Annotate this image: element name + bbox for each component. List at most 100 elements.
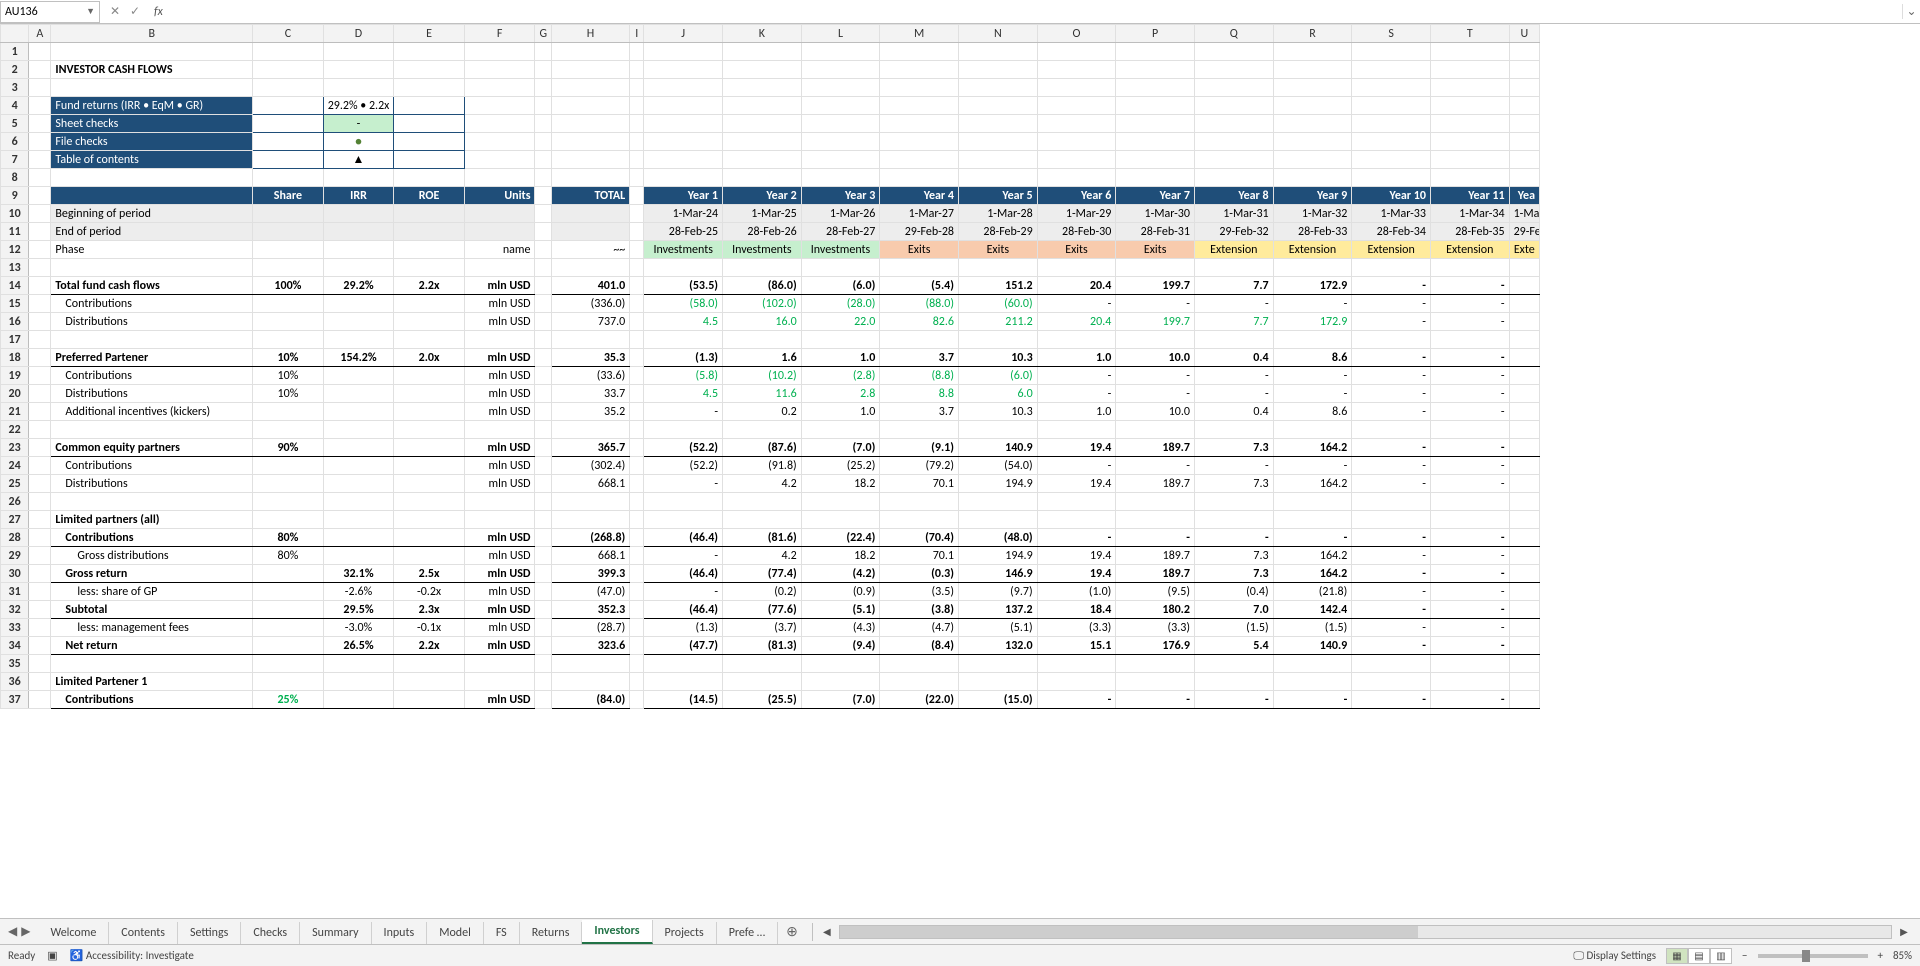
- cell[interactable]: -: [1352, 637, 1431, 655]
- cell[interactable]: (52.2): [644, 439, 723, 457]
- cell[interactable]: -: [1430, 439, 1509, 457]
- cell[interactable]: 35.3: [551, 349, 630, 367]
- cell[interactable]: 10%: [253, 367, 324, 385]
- cell[interactable]: -: [1352, 295, 1431, 313]
- cell[interactable]: (47.0): [551, 583, 630, 601]
- cell[interactable]: [644, 151, 723, 169]
- cell[interactable]: [323, 655, 394, 673]
- cell[interactable]: Year 1: [644, 187, 723, 205]
- cell[interactable]: [630, 187, 644, 205]
- cell[interactable]: 199.7: [1116, 313, 1195, 331]
- cell[interactable]: [1430, 133, 1509, 151]
- cell[interactable]: -: [1037, 457, 1116, 475]
- cell[interactable]: (8.8): [880, 367, 959, 385]
- cell[interactable]: [1430, 331, 1509, 349]
- cell[interactable]: [1273, 655, 1352, 673]
- accessibility-status[interactable]: ♿ Accessibility: Investigate: [70, 949, 194, 962]
- cell[interactable]: [801, 421, 880, 439]
- cell[interactable]: (91.8): [723, 457, 802, 475]
- cell[interactable]: [253, 511, 324, 529]
- cell[interactable]: 164.2: [1273, 439, 1352, 457]
- cell[interactable]: [535, 601, 551, 619]
- cell[interactable]: [1194, 61, 1273, 79]
- cell[interactable]: 7.3: [1194, 565, 1273, 583]
- cell[interactable]: [29, 331, 51, 349]
- cell[interactable]: -: [1430, 637, 1509, 655]
- cell[interactable]: -: [1273, 295, 1352, 313]
- cell[interactable]: [959, 133, 1038, 151]
- cell[interactable]: Extension: [1430, 241, 1509, 259]
- cell[interactable]: [1509, 529, 1539, 547]
- cell[interactable]: [29, 43, 51, 61]
- view-page-break-button[interactable]: ▥: [1710, 948, 1732, 964]
- cell[interactable]: 1-Mar-24: [644, 205, 723, 223]
- cell[interactable]: [551, 151, 630, 169]
- cell[interactable]: mln USD: [464, 619, 535, 637]
- cell[interactable]: [464, 115, 535, 133]
- cell[interactable]: [630, 151, 644, 169]
- row-header[interactable]: 16: [1, 313, 29, 331]
- cell[interactable]: [29, 205, 51, 223]
- cell[interactable]: [394, 169, 465, 187]
- cell[interactable]: 7.3: [1194, 547, 1273, 565]
- cell[interactable]: [394, 547, 465, 565]
- cell[interactable]: TOTAL: [551, 187, 630, 205]
- cell[interactable]: [464, 97, 535, 115]
- cell[interactable]: [253, 457, 324, 475]
- cell[interactable]: 0.2: [723, 403, 802, 421]
- cell[interactable]: Year 3: [801, 187, 880, 205]
- sheet-tab[interactable]: Investors: [582, 920, 652, 944]
- cell[interactable]: (28.0): [801, 295, 880, 313]
- cell[interactable]: [1509, 385, 1539, 403]
- cell[interactable]: [630, 583, 644, 601]
- cell[interactable]: 3.7: [880, 349, 959, 367]
- cell[interactable]: [394, 79, 465, 97]
- cell[interactable]: [644, 169, 723, 187]
- cell[interactable]: Year 9: [1273, 187, 1352, 205]
- cell[interactable]: (60.0): [959, 295, 1038, 313]
- cell[interactable]: (1.3): [644, 619, 723, 637]
- cell[interactable]: -: [1273, 457, 1352, 475]
- cell[interactable]: [323, 331, 394, 349]
- cell[interactable]: 1-Mar-30: [1116, 205, 1195, 223]
- cell[interactable]: [630, 565, 644, 583]
- cell[interactable]: [801, 673, 880, 691]
- cell[interactable]: [535, 79, 551, 97]
- cell[interactable]: 15.1: [1037, 637, 1116, 655]
- cell[interactable]: [1116, 97, 1195, 115]
- cell[interactable]: [253, 43, 324, 61]
- cell[interactable]: [630, 205, 644, 223]
- tab-nav-prev-icon[interactable]: ◀: [8, 924, 17, 939]
- cell[interactable]: [51, 331, 253, 349]
- cell[interactable]: [253, 655, 324, 673]
- cell[interactable]: (33.6): [551, 367, 630, 385]
- cell[interactable]: [630, 673, 644, 691]
- cell[interactable]: 10.0: [1116, 403, 1195, 421]
- cell[interactable]: -: [1273, 385, 1352, 403]
- cell[interactable]: Contributions: [51, 691, 253, 709]
- cell[interactable]: ▲: [323, 151, 394, 169]
- cell[interactable]: [1509, 403, 1539, 421]
- cell[interactable]: [880, 43, 959, 61]
- cell[interactable]: 22.0: [801, 313, 880, 331]
- cell[interactable]: [723, 259, 802, 277]
- cell[interactable]: less: management fees: [51, 619, 253, 637]
- cell[interactable]: [535, 313, 551, 331]
- cell[interactable]: (0.9): [801, 583, 880, 601]
- cell[interactable]: [959, 655, 1038, 673]
- cell[interactable]: Year 8: [1194, 187, 1273, 205]
- cell[interactable]: 137.2: [959, 601, 1038, 619]
- cell[interactable]: [51, 169, 253, 187]
- cell[interactable]: [535, 367, 551, 385]
- cell[interactable]: [644, 493, 723, 511]
- cell[interactable]: 8.6: [1273, 349, 1352, 367]
- cell[interactable]: -: [1194, 385, 1273, 403]
- cell[interactable]: [29, 241, 51, 259]
- cell[interactable]: IRR: [323, 187, 394, 205]
- cell[interactable]: 19.4: [1037, 547, 1116, 565]
- cell[interactable]: [959, 421, 1038, 439]
- cell[interactable]: 1-Mar-25: [723, 205, 802, 223]
- cell[interactable]: Distributions: [51, 313, 253, 331]
- cell[interactable]: [29, 619, 51, 637]
- cell[interactable]: -: [1116, 457, 1195, 475]
